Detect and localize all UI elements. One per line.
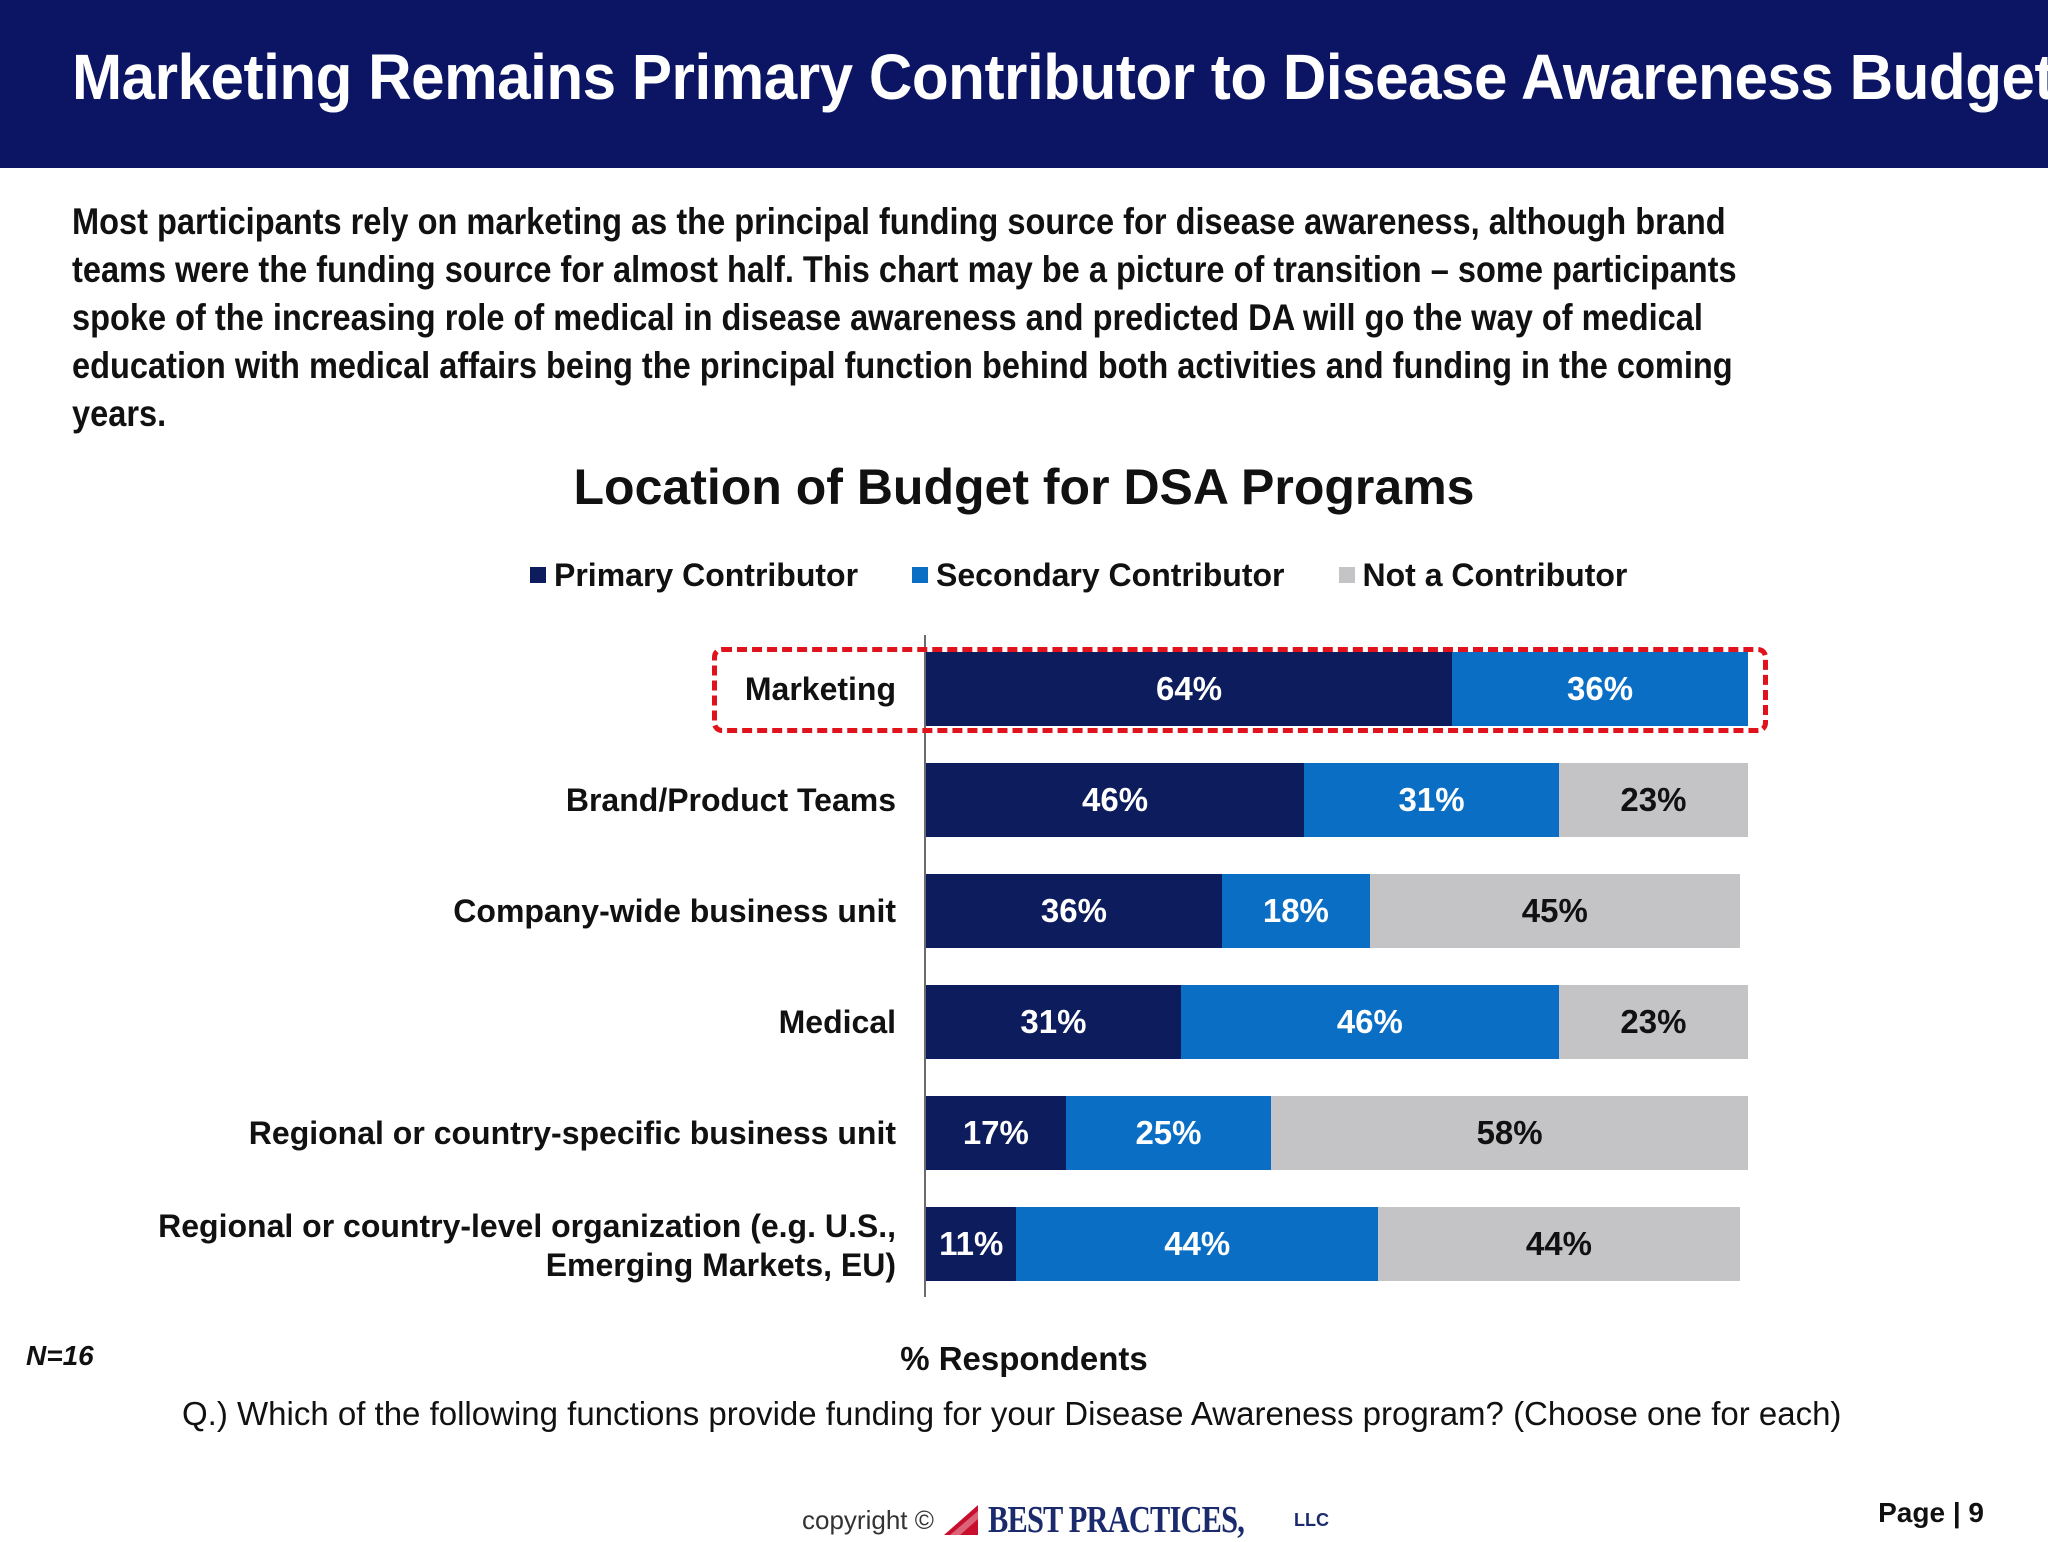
bar-row: 64% 36% [926,652,1748,726]
bar-segment-primary: 31% [926,985,1181,1059]
legend-item-primary: Primary Contributor [530,557,858,594]
data-label: 46% [1082,781,1149,818]
logo-arrow-icon [943,1505,978,1535]
data-label: 44% [1525,1225,1592,1262]
slide-title: Marketing Remains Primary Contributor to… [72,41,2048,113]
bar-segment-primary: 46% [926,763,1305,837]
bar-row: 46% 31% 23% [926,763,1748,837]
category-label: Medical [778,1004,896,1040]
data-label: 17% [962,1114,1029,1151]
category-label: Regional or country-specific business un… [248,1115,896,1151]
bar-segment-not: 23% [1558,985,1748,1059]
data-label: 64% [1156,670,1223,707]
data-label: 36% [1567,670,1634,707]
data-label: 23% [1620,781,1687,818]
bar-segment-not: 44% [1378,1207,1740,1281]
chart-legend: Primary Contributor Secondary Contributo… [530,553,1627,597]
bar-segment-secondary: 46% [1180,985,1559,1059]
category-label: Brand/Product Teams [565,782,896,818]
bar-segment-primary: 64% [926,652,1453,726]
bar-segment-secondary: 36% [1452,652,1748,726]
legend-swatch-not [1338,567,1355,583]
page-number: Page | 9 [1878,1497,1984,1528]
bar-row: 36% 18% 45% [926,874,1748,948]
category-label: Company-wide business unit [453,893,896,929]
bar-segment-not: 58% [1271,1096,1748,1170]
data-label: 46% [1336,1003,1403,1040]
logo-suffix: LLC [1293,1509,1329,1530]
bar-segment-primary: 17% [926,1096,1066,1170]
intro-paragraph: Most participants rely on marketing as t… [72,201,1737,434]
legend-swatch-secondary [912,567,929,583]
data-label: 45% [1521,892,1588,929]
bar-row: 31% 46% 23% [926,985,1748,1059]
data-label: 11% [939,1225,1004,1262]
bar-row: 11% 44% 44% [926,1207,1748,1281]
legend-label-primary: Primary Contributor [554,556,859,593]
x-axis-label: % Respondents [900,1340,1148,1377]
slide-header: Marketing Remains Primary Contributor to… [0,0,2048,168]
legend-label-secondary: Secondary Contributor [936,556,1285,593]
bar-segment-secondary: 44% [1016,1207,1379,1281]
bar-segment-secondary: 25% [1065,1096,1272,1170]
legend-item-secondary: Secondary Contributor [912,556,1285,594]
bar-segment-secondary: 18% [1221,874,1370,948]
chart-title: Location of Budget for DSA Programs [573,459,1475,515]
y-axis-line [924,635,926,1297]
category-label: Regional or country-level organization (… [158,1208,896,1283]
data-label: 44% [1164,1225,1231,1262]
bar-row: 17% 25% 58% [926,1096,1748,1170]
highlight-box-marketing [712,647,1768,733]
legend-item-not: Not a Contributor [1338,556,1628,594]
data-label: 36% [1040,892,1107,929]
data-label: 31% [1398,781,1465,818]
bar-segment-not: 23% [1558,763,1748,837]
bar-segment-primary: 11% [926,1207,1017,1281]
survey-question: Q.) Which of the following functions pro… [182,1395,1842,1432]
legend-label-not: Not a Contributor [1362,556,1628,593]
bar-segment-not: 45% [1369,874,1740,948]
bar-segment-secondary: 31% [1304,763,1559,837]
bar-segment-primary: 36% [926,874,1222,948]
data-label: 25% [1135,1114,1202,1151]
data-label: 58% [1476,1114,1543,1151]
footer-copyright: copyright © BEST PRACTICES, LLC [802,1498,1329,1542]
logo-text: BEST PRACTICES, [987,1499,1245,1541]
copyright-text: copyright © [802,1504,934,1535]
data-label: 31% [1020,1003,1087,1040]
legend-swatch-primary [530,567,546,583]
data-label: 18% [1262,892,1329,929]
data-label: 23% [1620,1003,1687,1040]
sample-size-label: N=16 [26,1340,94,1371]
category-label: Marketing [744,671,896,707]
